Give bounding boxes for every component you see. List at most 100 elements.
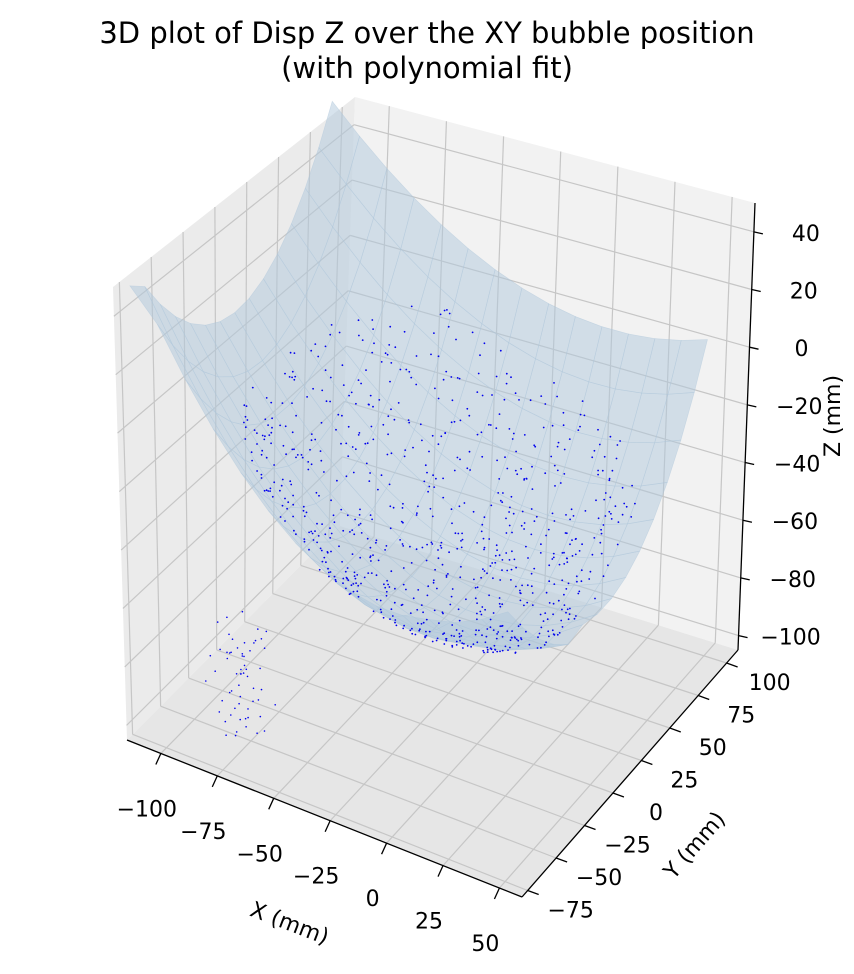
data-point [219,648,221,651]
data-point [569,543,571,546]
data-point [519,623,522,626]
data-point [563,473,566,475]
data-point [352,471,355,474]
data-point [280,484,283,487]
data-point [415,383,418,386]
data-point [491,562,494,564]
data-point [499,579,502,581]
data-point [552,613,554,616]
data-point [434,387,436,390]
y-tick [669,727,682,733]
data-point [234,734,237,737]
data-point [431,640,434,643]
data-point [410,562,413,564]
data-point [520,638,523,641]
data-point [382,423,385,426]
data-point [411,627,413,630]
data-point [518,399,520,401]
data-point [499,625,502,628]
data-point [310,433,313,435]
data-point [361,339,364,341]
data-point [395,624,398,627]
data-point [383,583,385,586]
data-point [428,450,430,453]
data-point [562,411,565,414]
data-point [402,567,405,569]
data-point [545,591,548,594]
data-point [454,532,457,535]
data-point [550,455,553,458]
data-point [523,522,526,524]
x-grid-floor [386,607,602,844]
data-point [453,469,456,472]
data-point [427,585,430,588]
data-point [451,588,454,590]
data-point [372,438,375,441]
data-point [472,510,475,513]
data-point [246,419,249,421]
data-point [265,456,268,459]
data-point [433,609,436,612]
data-point [523,434,526,436]
y-grid-floor [132,733,528,892]
data-point [390,452,393,455]
data-point [386,579,388,582]
data-point [483,570,486,572]
data-point [431,434,434,437]
data-point [482,568,484,571]
data-point [604,515,607,517]
z-grid-left [113,124,355,317]
data-point [442,633,444,635]
data-point [515,638,518,641]
data-point [265,489,268,492]
data-point [324,345,327,348]
data-point [498,597,501,599]
data-point [540,626,543,629]
data-point [318,494,320,497]
data-point [270,431,273,434]
data-point [433,486,436,488]
data-point [438,622,440,624]
data-point [520,524,523,527]
data-point [431,543,434,545]
data-point [568,438,571,440]
data-point [607,564,609,567]
data-point [226,657,229,660]
data-point [321,389,324,392]
data-point [553,382,555,384]
data-point [504,645,507,648]
data-point [492,612,495,614]
data-point [506,467,509,470]
data-point [534,445,537,448]
data-point [370,425,373,428]
data-point [394,619,397,621]
x-tick-label: −100 [117,797,177,822]
data-point [580,569,583,572]
data-point [466,467,469,470]
data-point [415,548,418,551]
data-point [517,639,520,642]
data-point [540,543,542,546]
data-point [482,537,485,540]
data-point [416,622,419,625]
data-point [410,376,413,379]
data-point [279,424,281,427]
data-point [224,720,227,723]
data-point [451,522,453,525]
data-point [480,576,482,579]
data-point [346,514,349,517]
data-point [450,508,453,511]
data-point [357,319,360,322]
z-tick [753,231,764,235]
data-point [228,652,231,654]
data-point [409,629,412,632]
data-point [289,480,292,483]
data-point [372,554,374,556]
data-point [485,635,488,638]
data-point [625,505,628,508]
data-point [558,563,561,566]
data-point [419,628,421,631]
data-point [256,470,258,472]
data-point [556,395,558,398]
data-point [556,445,559,448]
